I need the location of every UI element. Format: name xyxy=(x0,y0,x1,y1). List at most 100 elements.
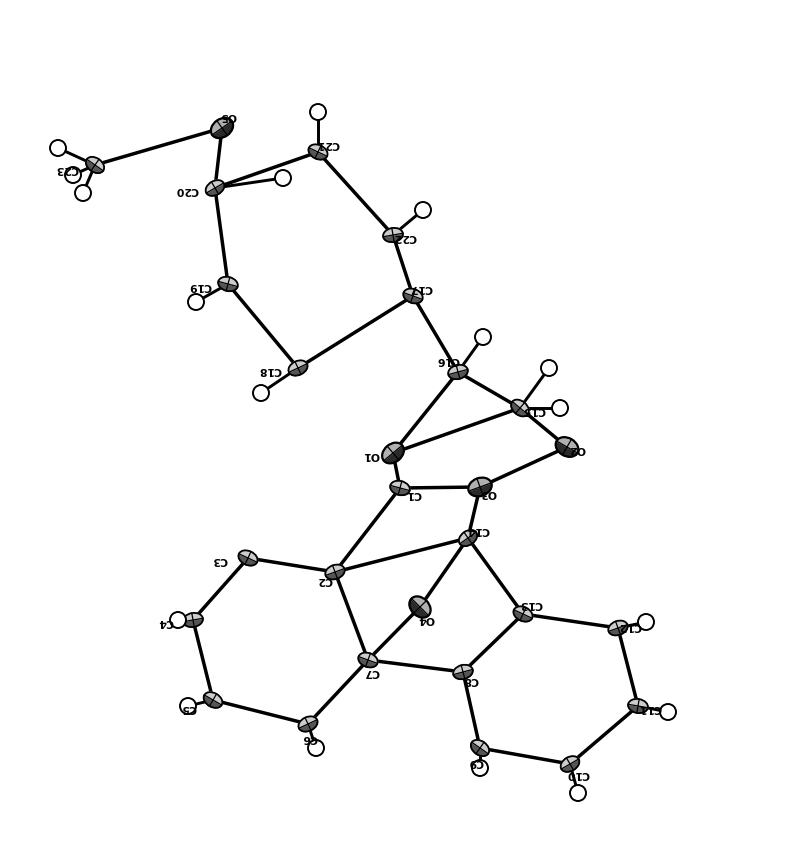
Ellipse shape xyxy=(383,228,403,242)
Polygon shape xyxy=(206,183,224,196)
Text: C20: C20 xyxy=(175,185,198,195)
Ellipse shape xyxy=(390,480,410,495)
Ellipse shape xyxy=(453,665,473,680)
Text: C10: C10 xyxy=(566,769,590,779)
Text: C5: C5 xyxy=(182,703,197,713)
Text: C11: C11 xyxy=(638,703,662,713)
Polygon shape xyxy=(309,148,327,160)
Polygon shape xyxy=(384,445,404,463)
Ellipse shape xyxy=(86,157,104,173)
Polygon shape xyxy=(403,293,422,304)
Circle shape xyxy=(310,104,326,120)
Ellipse shape xyxy=(309,144,327,160)
Ellipse shape xyxy=(556,438,578,456)
Circle shape xyxy=(253,385,269,401)
Text: C6: C6 xyxy=(302,733,318,743)
Polygon shape xyxy=(514,607,533,619)
Ellipse shape xyxy=(298,716,318,732)
Text: C4: C4 xyxy=(158,617,174,627)
Polygon shape xyxy=(511,402,528,416)
Polygon shape xyxy=(289,360,307,372)
Polygon shape xyxy=(562,759,579,772)
Polygon shape xyxy=(469,483,492,497)
Text: O4: O4 xyxy=(418,614,434,624)
Text: O5: O5 xyxy=(220,111,236,121)
Circle shape xyxy=(472,760,488,776)
Circle shape xyxy=(552,400,568,416)
Ellipse shape xyxy=(511,400,529,416)
Ellipse shape xyxy=(382,443,404,463)
Ellipse shape xyxy=(358,653,378,668)
Polygon shape xyxy=(628,699,648,708)
Polygon shape xyxy=(460,532,477,546)
Circle shape xyxy=(188,294,204,310)
Text: C13: C13 xyxy=(519,599,542,609)
Ellipse shape xyxy=(238,550,258,565)
Polygon shape xyxy=(383,233,403,242)
Circle shape xyxy=(638,614,654,630)
Polygon shape xyxy=(561,756,578,769)
Ellipse shape xyxy=(204,692,222,708)
Text: C19: C19 xyxy=(189,281,211,291)
Ellipse shape xyxy=(410,596,430,618)
Polygon shape xyxy=(326,569,345,579)
Polygon shape xyxy=(211,118,232,135)
Ellipse shape xyxy=(471,740,489,756)
Polygon shape xyxy=(309,144,327,156)
Polygon shape xyxy=(358,656,378,668)
Polygon shape xyxy=(390,480,410,491)
Circle shape xyxy=(75,185,91,201)
Polygon shape xyxy=(628,704,648,713)
Ellipse shape xyxy=(211,118,233,138)
Circle shape xyxy=(660,704,676,720)
Polygon shape xyxy=(472,740,489,753)
Ellipse shape xyxy=(448,365,468,379)
Ellipse shape xyxy=(468,478,492,497)
Polygon shape xyxy=(358,653,378,663)
Ellipse shape xyxy=(608,620,628,636)
Polygon shape xyxy=(86,160,103,173)
Polygon shape xyxy=(514,610,532,621)
Ellipse shape xyxy=(459,530,477,546)
Text: O3: O3 xyxy=(480,488,496,498)
Ellipse shape xyxy=(403,288,422,304)
Polygon shape xyxy=(390,486,410,495)
Polygon shape xyxy=(411,596,430,615)
Circle shape xyxy=(65,167,81,183)
Circle shape xyxy=(570,785,586,801)
Polygon shape xyxy=(204,692,222,705)
Polygon shape xyxy=(512,400,529,414)
Polygon shape xyxy=(382,443,402,461)
Circle shape xyxy=(415,202,431,218)
Polygon shape xyxy=(239,550,258,562)
Text: C15: C15 xyxy=(522,405,546,415)
Polygon shape xyxy=(468,478,491,491)
Polygon shape xyxy=(609,625,628,636)
Text: O1: O1 xyxy=(362,450,379,460)
Circle shape xyxy=(180,698,196,714)
Circle shape xyxy=(475,329,491,345)
Ellipse shape xyxy=(514,607,533,622)
Polygon shape xyxy=(218,277,238,287)
Polygon shape xyxy=(204,695,222,708)
Ellipse shape xyxy=(326,565,345,579)
Polygon shape xyxy=(459,530,476,544)
Circle shape xyxy=(170,612,186,628)
Polygon shape xyxy=(410,599,429,618)
Text: C1: C1 xyxy=(406,489,422,499)
Polygon shape xyxy=(299,720,318,732)
Polygon shape xyxy=(206,180,224,193)
Polygon shape xyxy=(289,364,307,376)
Polygon shape xyxy=(238,553,257,565)
Polygon shape xyxy=(557,438,578,453)
Text: C8: C8 xyxy=(463,675,478,685)
Polygon shape xyxy=(404,288,422,299)
Ellipse shape xyxy=(561,756,579,772)
Polygon shape xyxy=(383,228,403,237)
Ellipse shape xyxy=(206,180,224,196)
Ellipse shape xyxy=(628,699,648,713)
Text: C12: C12 xyxy=(618,621,642,631)
Polygon shape xyxy=(471,742,488,756)
Text: C17: C17 xyxy=(410,283,433,293)
Ellipse shape xyxy=(218,277,238,291)
